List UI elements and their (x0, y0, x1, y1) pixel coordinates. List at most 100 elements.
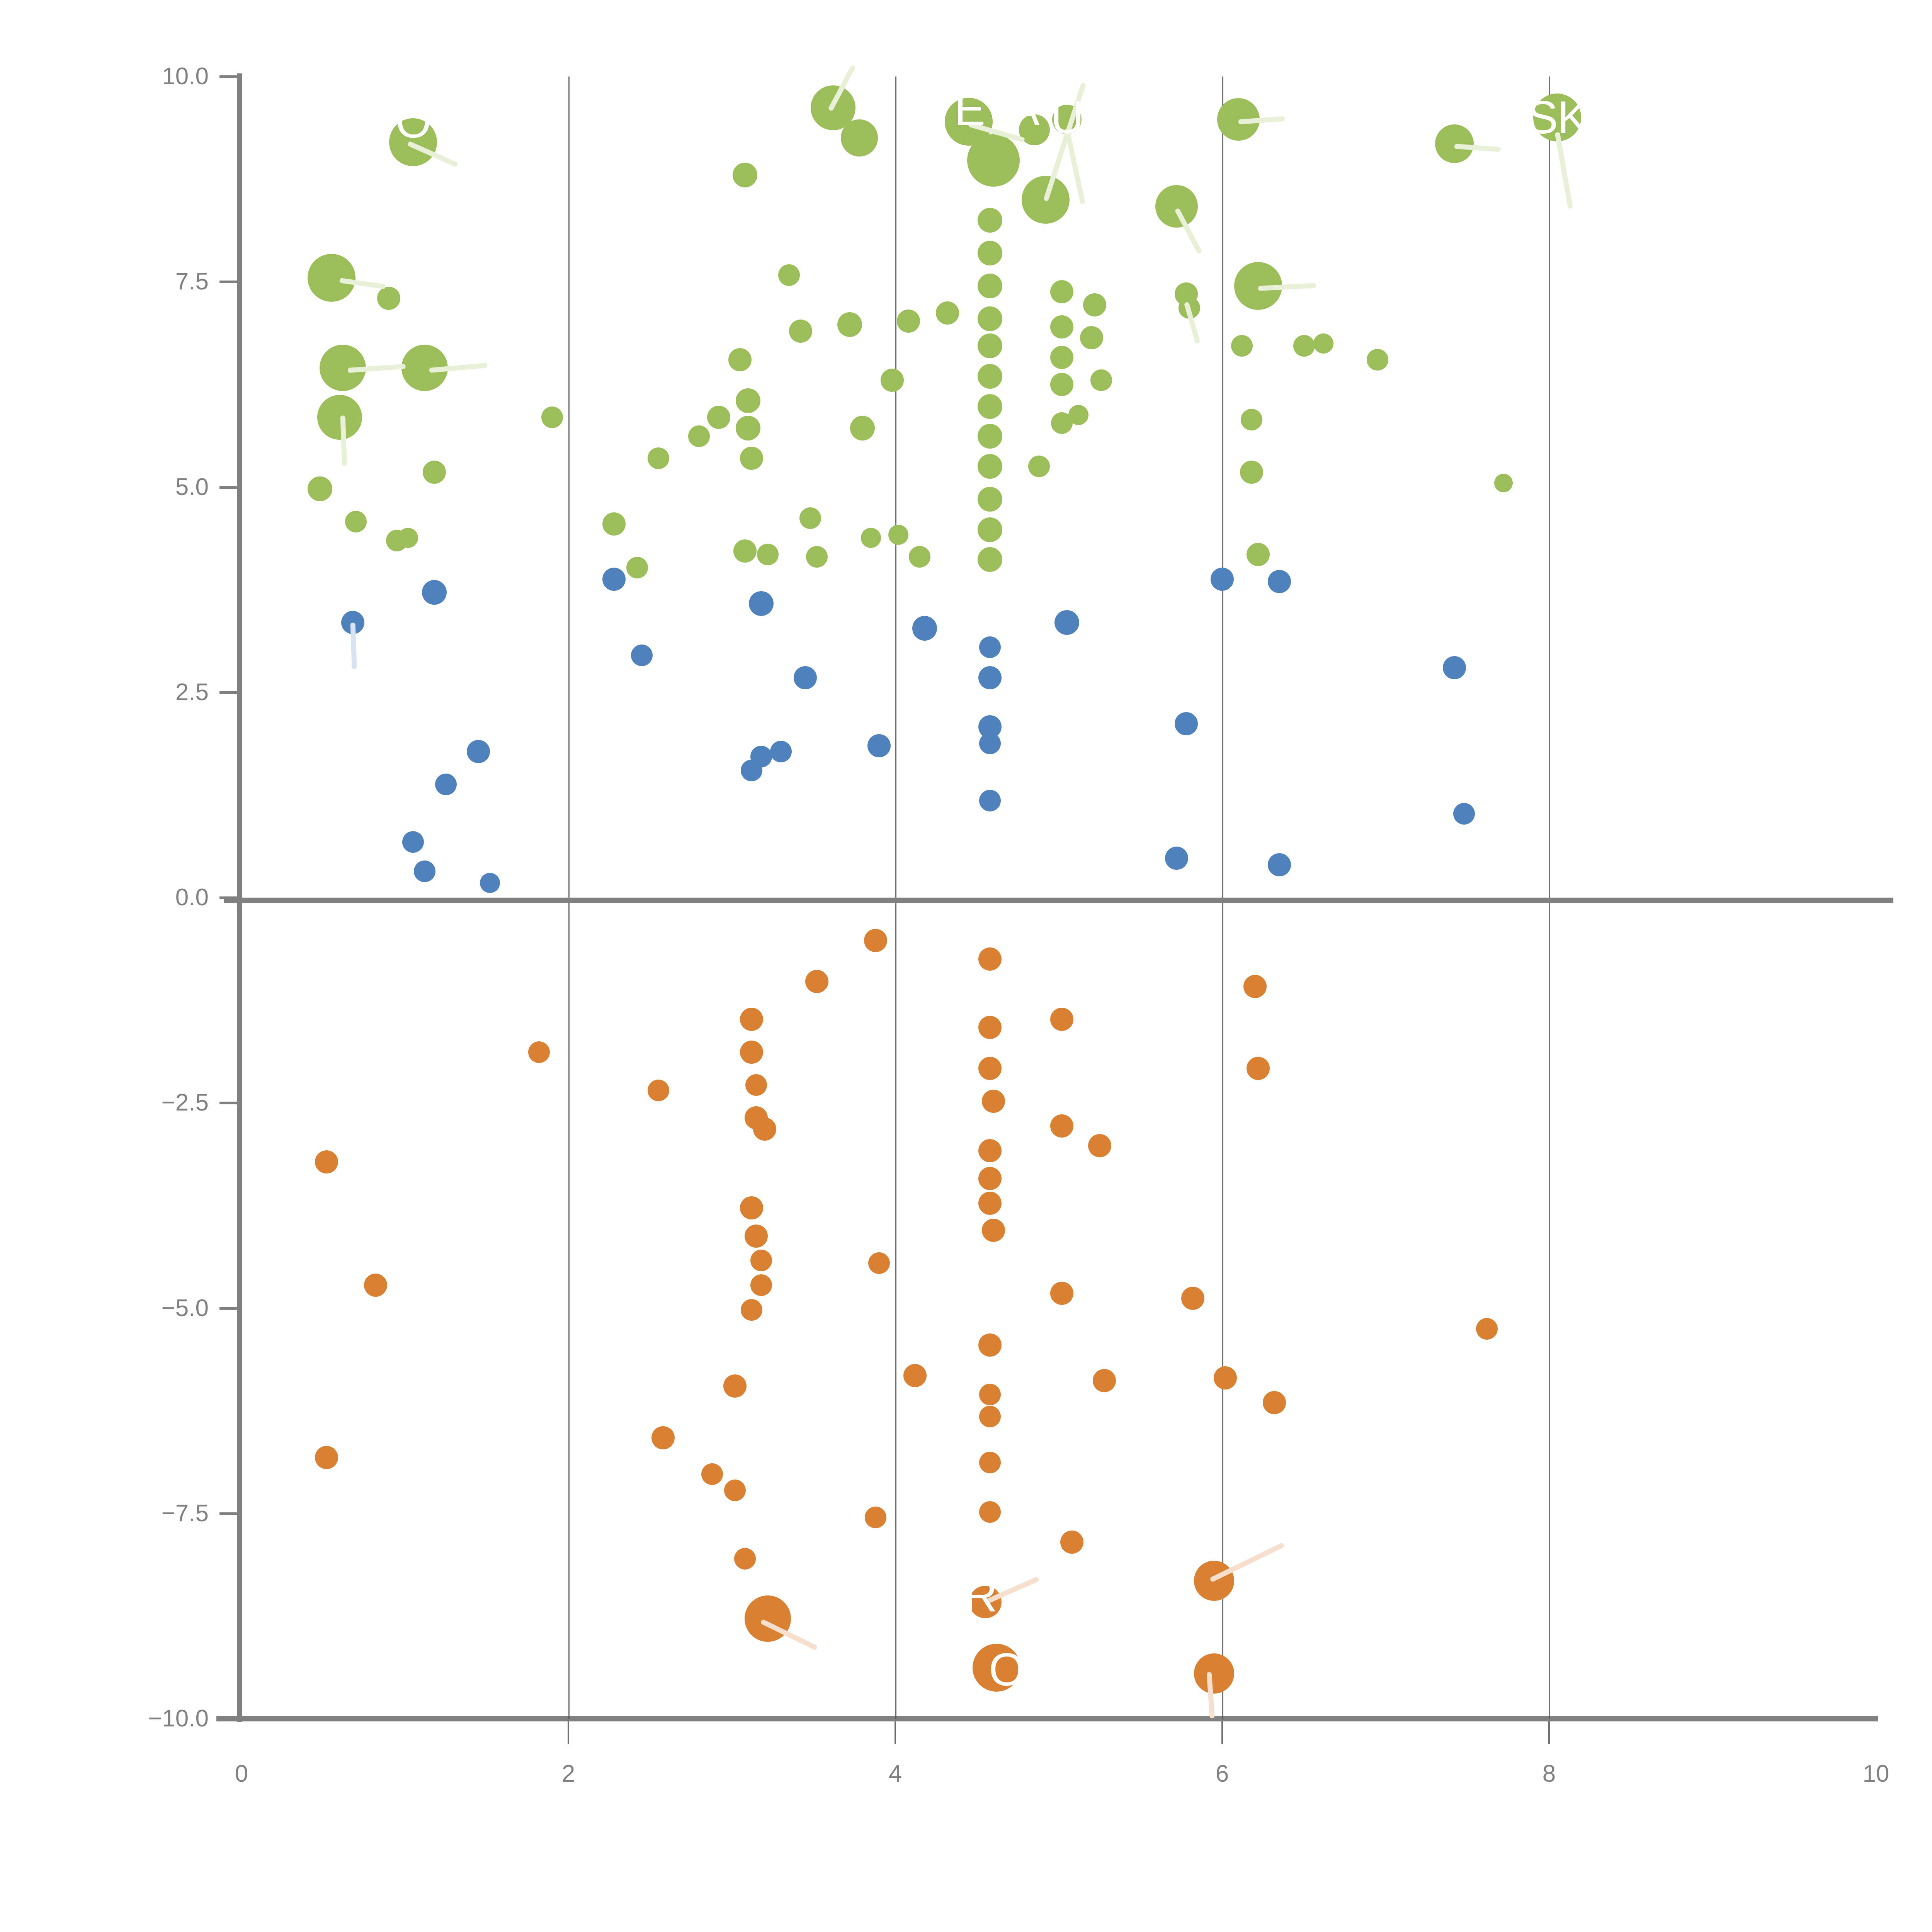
data-point-green-65[interactable] (1155, 185, 1198, 228)
data-point-green-47[interactable] (978, 423, 1003, 449)
data-point-green-60[interactable] (1028, 456, 1050, 478)
data-point-orange-21[interactable] (805, 969, 828, 993)
data-point-blue-15[interactable] (912, 616, 937, 641)
data-point-blue-24[interactable] (1211, 567, 1234, 591)
data-point-green-36[interactable] (909, 546, 931, 568)
data-point-orange-11[interactable] (745, 1074, 767, 1096)
data-point-green-4[interactable] (345, 510, 367, 532)
data-point-green-77[interactable] (1435, 124, 1474, 163)
data-point-orange-52[interactable] (1247, 1057, 1270, 1080)
data-point-green-26[interactable] (799, 507, 821, 529)
data-point-blue-16[interactable] (979, 636, 1001, 658)
data-point-green-73[interactable] (1247, 543, 1270, 566)
data-point-green-19[interactable] (736, 388, 761, 413)
data-point-orange-29[interactable] (981, 1090, 1005, 1113)
data-point-orange-33[interactable] (981, 1218, 1005, 1242)
data-point-orange-27[interactable] (978, 1015, 1002, 1039)
data-point-orange-54[interactable] (1476, 1318, 1498, 1340)
data-point-green-46[interactable] (978, 394, 1003, 419)
data-point-green-27[interactable] (806, 546, 828, 568)
data-point-green-30[interactable] (837, 312, 862, 337)
data-point-blue-11[interactable] (749, 591, 774, 616)
data-point-blue-22[interactable] (1165, 847, 1188, 870)
data-point-orange-41[interactable] (1050, 1007, 1074, 1031)
data-point-green-34[interactable] (888, 524, 909, 545)
data-point-orange-3[interactable] (528, 1041, 550, 1063)
data-point-orange-4[interactable] (647, 1080, 669, 1102)
data-point-orange-38[interactable] (979, 1501, 1001, 1523)
data-point-green-13[interactable] (626, 556, 648, 578)
data-point-green-75[interactable] (1313, 333, 1334, 354)
data-point-orange-47[interactable] (1181, 1287, 1204, 1310)
data-point-green-45[interactable] (978, 364, 1003, 389)
data-point-green-11[interactable] (541, 406, 563, 428)
data-point-orange-44[interactable] (1050, 1282, 1074, 1305)
data-point-orange-19[interactable] (734, 1548, 756, 1570)
data-point-green-32[interactable] (861, 528, 881, 548)
data-point-orange-49[interactable] (1194, 1653, 1234, 1694)
data-point-orange-10[interactable] (740, 1040, 763, 1064)
data-point-orange-24[interactable] (865, 1507, 887, 1529)
data-point-orange-22[interactable] (864, 929, 888, 952)
data-point-green-25[interactable] (789, 319, 812, 343)
data-point-green-2[interactable] (317, 395, 362, 440)
data-point-green-72[interactable] (1240, 461, 1264, 484)
data-point-green-18[interactable] (728, 348, 752, 372)
data-point-blue-4[interactable] (435, 773, 457, 795)
data-point-orange-37[interactable] (979, 1452, 1001, 1473)
data-point-orange-7[interactable] (723, 1374, 747, 1398)
data-point-green-31[interactable] (850, 415, 875, 440)
data-point-orange-35[interactable] (979, 1383, 1001, 1405)
data-point-green-17[interactable] (732, 163, 757, 187)
data-point-green-9[interactable] (398, 528, 418, 548)
data-point-orange-2[interactable] (364, 1274, 387, 1297)
data-point-green-16[interactable] (707, 405, 731, 429)
data-point-orange-17[interactable] (750, 1274, 772, 1296)
data-point-blue-1[interactable] (402, 831, 424, 853)
data-point-blue-25[interactable] (1268, 570, 1291, 593)
data-point-green-43[interactable] (978, 306, 1003, 331)
data-point-green-0[interactable] (307, 253, 355, 302)
data-point-green-40[interactable] (978, 207, 1003, 233)
data-point-green-12[interactable] (602, 512, 626, 536)
data-point-orange-6[interactable] (701, 1463, 723, 1485)
data-point-orange-1[interactable] (315, 1446, 338, 1469)
data-point-orange-13[interactable] (753, 1117, 776, 1141)
data-point-orange-8[interactable] (724, 1480, 746, 1502)
data-point-green-57[interactable] (1050, 345, 1074, 369)
data-point-green-29[interactable] (840, 119, 878, 157)
data-point-green-58[interactable] (1050, 372, 1074, 396)
data-point-orange-15[interactable] (745, 1224, 768, 1248)
data-point-blue-3[interactable] (422, 580, 447, 605)
data-point-orange-30[interactable] (978, 1139, 1002, 1162)
data-point-blue-14[interactable] (867, 734, 891, 757)
data-point-green-21[interactable] (740, 447, 763, 470)
data-point-green-15[interactable] (688, 425, 710, 447)
data-point-orange-9[interactable] (740, 1007, 763, 1031)
data-point-green-74[interactable] (1293, 335, 1315, 357)
data-point-green-6[interactable] (389, 118, 437, 166)
data-point-blue-7[interactable] (602, 567, 626, 591)
data-point-green-23[interactable] (757, 543, 779, 565)
data-point-orange-5[interactable] (651, 1426, 675, 1450)
data-point-green-63[interactable] (1090, 369, 1112, 391)
data-point-blue-13[interactable] (794, 666, 817, 689)
data-point-blue-8[interactable] (631, 645, 653, 667)
data-point-green-37[interactable] (936, 301, 959, 325)
data-point-orange-25[interactable] (903, 1364, 927, 1387)
data-point-blue-21[interactable] (1054, 610, 1080, 635)
data-point-green-33[interactable] (880, 369, 904, 392)
data-point-green-39[interactable] (967, 134, 1020, 187)
data-point-green-48[interactable] (978, 454, 1003, 479)
data-point-green-50[interactable] (978, 517, 1003, 542)
data-point-green-51[interactable] (978, 547, 1003, 572)
data-point-orange-46[interactable] (1093, 1369, 1116, 1392)
data-point-blue-12[interactable] (770, 740, 792, 762)
data-point-blue-2[interactable] (413, 861, 435, 882)
data-point-green-62[interactable] (1080, 326, 1103, 349)
data-point-orange-0[interactable] (315, 1150, 338, 1174)
data-point-blue-23[interactable] (1174, 712, 1198, 735)
data-point-orange-42[interactable] (1050, 1114, 1074, 1138)
data-point-green-10[interactable] (423, 461, 446, 484)
data-point-blue-17[interactable] (978, 666, 1002, 689)
